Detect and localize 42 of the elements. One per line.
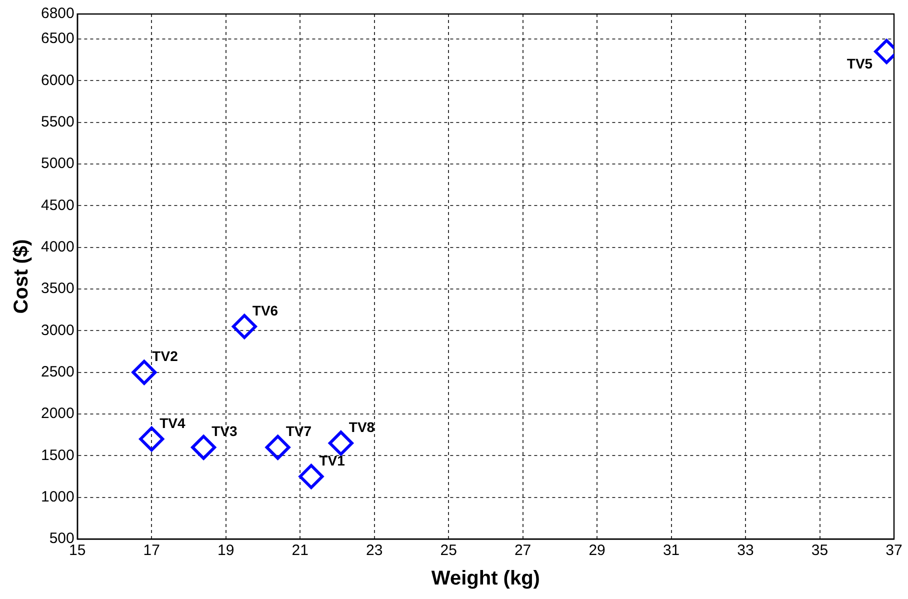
annotation: TV3: [212, 423, 238, 440]
y-tick-label: 6800: [40, 5, 74, 22]
x-tick-label: 15: [69, 542, 86, 560]
point: [139, 426, 164, 452]
point: [132, 360, 157, 385]
y-tick-label: 3500: [40, 280, 74, 298]
x-tick-label: 23: [366, 542, 383, 560]
y-axis-title: Cost ($): [10, 239, 33, 314]
x-tick-label: 17: [143, 542, 160, 560]
x-axis-title: Weight (kg): [431, 568, 540, 590]
y-tick-label: 4500: [40, 196, 74, 214]
annotation: TV5: [846, 55, 873, 72]
y-tick-label: 6000: [40, 72, 74, 89]
y-tick-label: 2000: [40, 405, 74, 422]
y-tick-label: 4000: [40, 238, 74, 256]
annotation: TV4: [160, 414, 186, 431]
y-tick-label: 5000: [40, 155, 74, 172]
x-tick-label: 35: [811, 542, 828, 560]
x-tick-label: 27: [514, 542, 532, 560]
y-tick-label: 6500: [40, 30, 74, 48]
point: [265, 434, 290, 460]
point: [328, 430, 354, 456]
annotation: TV1: [319, 452, 346, 468]
point: [298, 464, 324, 489]
point: [191, 434, 216, 460]
y-tick-label: 2500: [40, 363, 74, 380]
x-tick-label: 19: [218, 542, 234, 560]
x-tick-label: 29: [588, 542, 606, 560]
x-tick-label: 37: [886, 542, 902, 560]
y-tick-label: 1000: [40, 488, 74, 506]
annotation: TV8: [348, 419, 375, 436]
point: [232, 314, 257, 339]
x-tick-label: 21: [292, 542, 308, 560]
y-tick-label: 1500: [40, 446, 74, 464]
y-tick-label: 5500: [40, 113, 74, 130]
annotation: TV2: [152, 348, 178, 364]
y-tick-label: 3000: [40, 322, 74, 339]
x-tick-label: 33: [737, 542, 754, 560]
x-tick-label: 31: [662, 542, 680, 560]
x-tick-label: 25: [440, 542, 457, 560]
annotation: TV7: [286, 423, 312, 440]
annotation: TV6: [252, 302, 278, 318]
